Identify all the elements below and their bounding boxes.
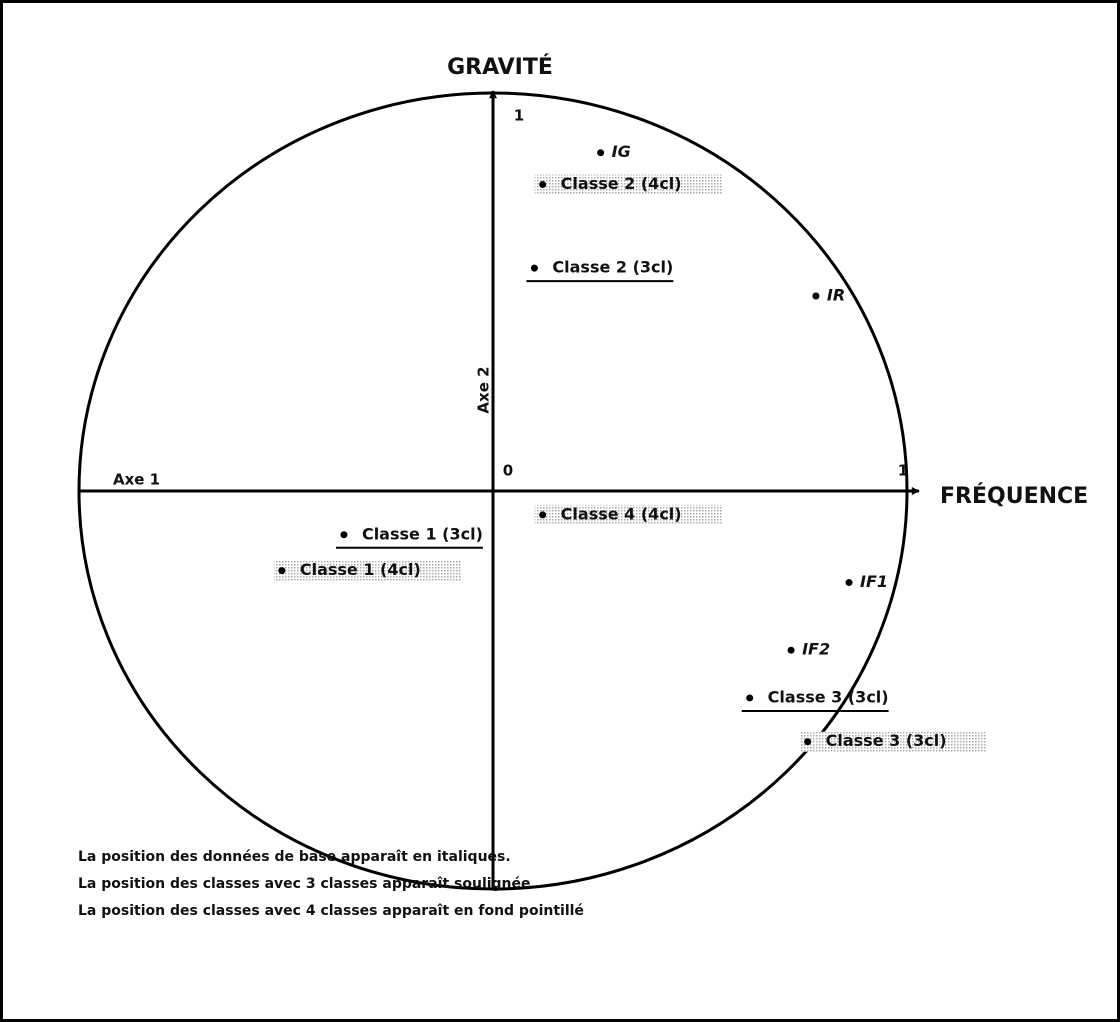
note: La position des classes avec 3 classes a…: [78, 876, 531, 892]
x-axis-title: FRÉQUENCE: [940, 483, 1088, 509]
point: [530, 264, 538, 272]
point-label: Classe 2 (3cl): [552, 258, 673, 277]
point-label: IG: [612, 142, 631, 161]
dotted-background: [534, 504, 722, 525]
point-group: Classe 2 (3cl): [526, 258, 674, 283]
point: [278, 567, 286, 575]
point: [804, 738, 812, 746]
dotted-background: [273, 560, 461, 581]
dotted-background: [799, 731, 987, 752]
point-group: IG: [597, 142, 631, 161]
point-label: IF2: [802, 640, 830, 659]
point: [812, 292, 820, 300]
y-tick-label: 1: [514, 107, 524, 125]
point: [539, 181, 547, 189]
point-label: IR: [827, 285, 845, 304]
point-label: Classe 1 (3cl): [362, 524, 483, 543]
chart-title: GRAVITÉ: [447, 54, 553, 80]
y-axis-name: Axe 2: [475, 366, 493, 413]
point-label: Classe 3 (3cl): [768, 687, 889, 706]
x-tick-label: 1: [898, 462, 908, 480]
point: [539, 511, 547, 519]
point-group: IR: [812, 285, 845, 304]
point-label: Classe 3 (3cl): [826, 731, 947, 750]
dotted-background: [534, 174, 722, 195]
point-label: Classe 4 (4cl): [561, 504, 682, 523]
point-group: Classe 3 (3cl): [741, 687, 889, 712]
point-group: Classe 2 (4cl): [534, 174, 722, 195]
point: [340, 531, 348, 539]
point-label: IF1: [860, 572, 888, 591]
point-group: IF2: [787, 640, 830, 659]
point-group: IF1: [845, 572, 888, 591]
point: [597, 149, 605, 157]
point-group: Classe 4 (4cl): [534, 504, 722, 525]
x-axis-name: Axe 1: [113, 471, 160, 489]
note: La position des classes avec 4 classes a…: [78, 903, 584, 919]
point: [746, 694, 754, 702]
point-label: Classe 1 (4cl): [300, 560, 421, 579]
point-label: Classe 2 (4cl): [561, 174, 682, 193]
point-group: Classe 1 (4cl): [273, 560, 461, 581]
point-group: Classe 1 (3cl): [335, 524, 483, 549]
point: [787, 646, 795, 654]
point: [845, 579, 853, 587]
x-tick-label: 0: [503, 462, 513, 480]
point-group: Classe 3 (3cl): [799, 731, 987, 752]
note: La position des données de base apparaît…: [78, 849, 511, 865]
